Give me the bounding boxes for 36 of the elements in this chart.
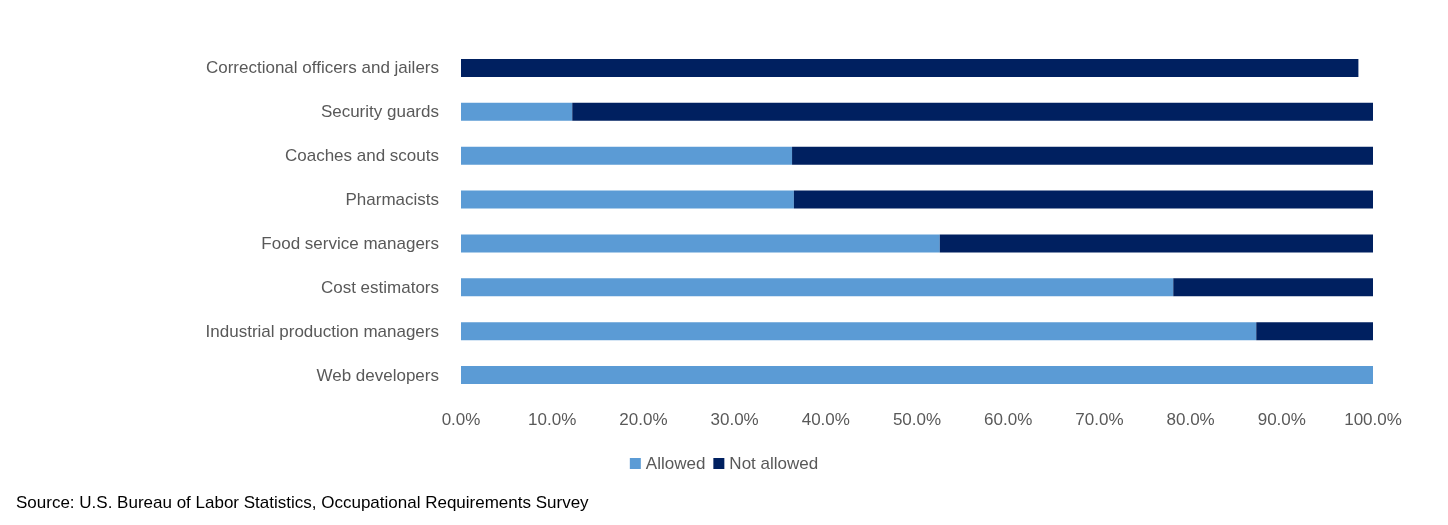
y-tick-label: Coaches and scouts [284,146,439,166]
x-tick-label: 80.0% [1166,410,1215,429]
bar [1256,322,1373,341]
bar [939,234,1373,253]
y-tick-label: Correctional officers and jailers [205,58,439,78]
y-tick-label: Security guards [320,102,439,122]
x-tick-label: 40.0% [801,410,850,429]
x-tick-label: 90.0% [1257,410,1306,429]
bar [461,190,794,209]
bar [461,58,1359,77]
y-tick-label: Cost estimators [320,277,439,297]
x-tick-label: 20.0% [619,410,668,429]
x-tick-label: 60.0% [984,410,1033,429]
x-tick-label: 70.0% [1075,410,1124,429]
x-tick-label: 0.0% [441,410,481,429]
bar [461,278,1174,297]
bar [461,322,1257,341]
x-tick-label: 100.0% [1344,410,1402,429]
legend-label: Allowed [645,454,706,473]
x-tick-label: 50.0% [892,410,942,429]
bar [461,366,1373,385]
legend-label: Not allowed [729,454,819,473]
source-note: Source: U.S. Bureau of Labor Statistics, Occupational Requirements Survey [16,493,590,512]
x-tick-label: 30.0% [710,410,759,429]
bar [1173,278,1373,297]
bar [461,102,573,121]
y-tick-label: Food service managers [261,233,439,253]
y-tick-label: Pharmacists [345,190,439,210]
bar [792,146,1373,165]
x-tick-label: 10.0% [528,410,577,429]
bar [461,146,793,165]
bar [461,234,940,253]
y-tick-label: Web developers [316,365,439,385]
bar [793,190,1373,209]
bar [572,102,1373,121]
y-tick-label: Industrial production managers [205,321,439,341]
